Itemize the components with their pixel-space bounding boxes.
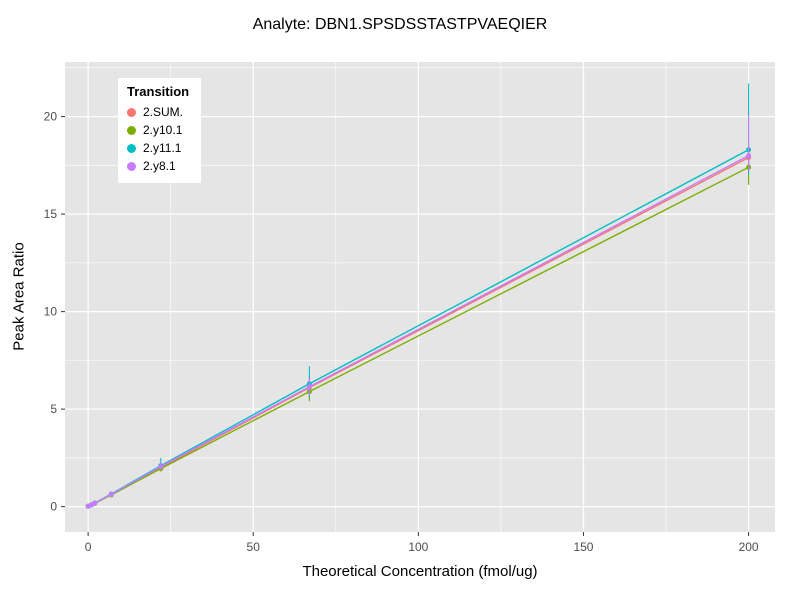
legend-item-2.y11.1: 2.y11.1	[127, 139, 189, 157]
x-tick-label: 100	[408, 540, 428, 554]
legend-title: Transition	[127, 84, 190, 99]
y-tick-label: 20	[44, 110, 58, 124]
legend-item-2.SUM.: 2.SUM.	[127, 103, 189, 121]
legend-point-icon	[127, 125, 136, 135]
data-point	[746, 153, 752, 159]
y-tick-label: 15	[44, 207, 58, 221]
legend-label: 2.y8.1	[143, 159, 176, 173]
chart-title: Analyte: DBN1.SPSDSSTASTPVAEQIER	[252, 16, 548, 33]
y-tick-label: 5	[50, 402, 57, 416]
y-tick-label: 0	[50, 500, 57, 514]
data-point	[158, 464, 164, 470]
legend-label: 2.y11.1	[143, 141, 182, 155]
legend-label: 2.SUM.	[143, 105, 184, 119]
legend-item-2.y8.1: 2.y8.1	[127, 157, 189, 175]
legend-point-icon	[127, 143, 136, 153]
legend-item-2.y10.1: 2.y10.1	[127, 121, 189, 139]
legend: Transition 2.SUM. 2.y10.1 2.y11.1 2.y8.1	[118, 78, 202, 183]
legend-items: 2.SUM. 2.y10.1 2.y11.1 2.y8.1	[127, 103, 189, 175]
legend-point-icon	[127, 107, 136, 117]
y-tick-label: 10	[44, 305, 58, 319]
x-tick-label: 50	[247, 540, 261, 554]
x-tick-label: 200	[739, 540, 759, 554]
x-axis-label: Theoretical Concentration (fmol/ug)	[302, 563, 538, 580]
legend-point-icon	[127, 161, 136, 171]
legend-label: 2.y10.1	[143, 123, 183, 137]
x-tick-label: 150	[573, 540, 593, 554]
data-point	[306, 384, 312, 390]
data-point	[92, 500, 98, 506]
data-point	[108, 491, 114, 497]
x-tick-label: 0	[85, 540, 92, 554]
